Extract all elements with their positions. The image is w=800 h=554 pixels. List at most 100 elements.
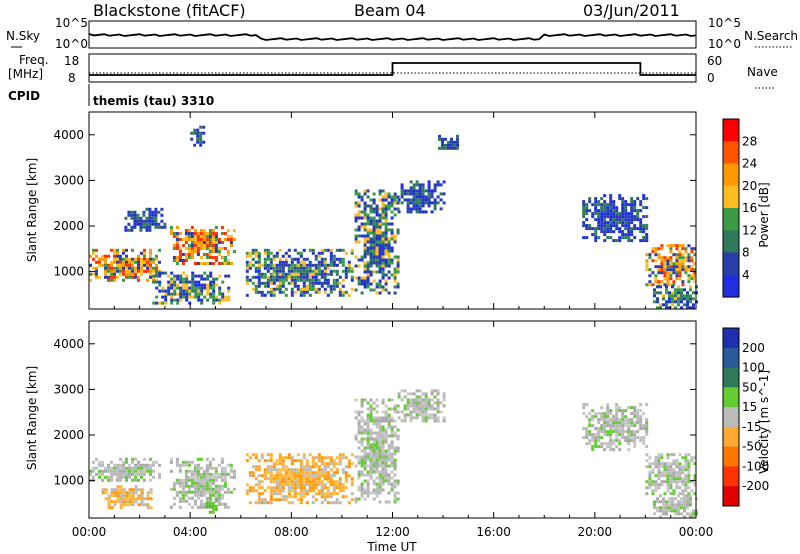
power-echo-cell <box>154 219 158 223</box>
power-echo-cell <box>104 254 107 258</box>
velocity-echo-cell <box>390 482 394 486</box>
velocity-echo-cell <box>329 495 333 499</box>
velocity-echo-cell <box>134 500 138 504</box>
velocity-echo-cell <box>390 458 394 462</box>
velocity-echo-cell <box>217 484 221 488</box>
velocity-echo-cell <box>199 493 203 497</box>
power-echo-cell <box>232 229 236 232</box>
power-echo-cell <box>142 222 146 226</box>
power-echo-cell <box>266 257 270 261</box>
power-echo-cell <box>433 207 437 211</box>
power-echo-cell <box>137 278 140 282</box>
power-echo-cell <box>149 257 152 261</box>
power-echo-cell <box>381 261 385 265</box>
velocity-echo-cell <box>187 475 191 479</box>
power-echo-cell <box>591 212 595 216</box>
velocity-echo-cell <box>615 403 619 407</box>
power-echo-cell <box>366 222 370 226</box>
power-echo-cell <box>245 260 249 264</box>
time-tick-label: 08:00 <box>274 525 309 539</box>
power-echo-cell <box>651 283 655 287</box>
power-echo-cell <box>311 251 315 255</box>
velocity-echo-cell <box>260 480 264 484</box>
velocity-echo-cell <box>612 424 616 428</box>
velocity-echo-cell <box>390 431 394 435</box>
velocity-echo-cell <box>369 464 373 468</box>
noise-sky-line <box>88 33 697 41</box>
velocity-echo-cell <box>393 458 397 462</box>
power-colorbar-label: Power [dB] <box>757 182 771 247</box>
velocity-echo-cell <box>146 506 150 510</box>
velocity-echo-cell <box>363 431 367 435</box>
velocity-echo-cell <box>131 469 134 473</box>
power-echo-cell <box>363 246 367 250</box>
power-echo-cell <box>384 225 388 229</box>
velocity-echo-cell <box>196 466 200 470</box>
power-echo-cell <box>671 303 674 307</box>
velocity-echo-cell <box>196 469 200 473</box>
power-echo-cell <box>194 292 198 296</box>
velocity-echo-cell <box>621 415 625 419</box>
power-echo-cell <box>381 273 385 277</box>
power-echo-cell <box>591 227 595 231</box>
velocity-echo-cell <box>393 467 397 471</box>
power-echo-cell <box>369 246 373 250</box>
velocity-echo-cell <box>424 395 428 399</box>
power-echo-cell <box>582 203 586 207</box>
velocity-echo-cell <box>357 488 361 492</box>
power-echo-cell <box>363 192 367 196</box>
power-echo-cell <box>363 216 367 220</box>
power-echo-cell <box>350 275 354 279</box>
power-echo-cell <box>293 269 297 273</box>
velocity-echo-cell <box>378 470 382 474</box>
velocity-echo-cell <box>332 471 336 475</box>
power-echo-cell <box>415 210 419 214</box>
power-echo-cell <box>354 204 358 208</box>
power-echo-cell <box>690 250 694 254</box>
velocity-echo-cell <box>208 487 212 491</box>
power-echo-cell <box>248 251 252 255</box>
velocity-echo-cell <box>406 413 410 417</box>
velocity-echo-cell <box>375 464 379 468</box>
velocity-echo-cell <box>690 459 694 463</box>
velocity-echo-cell <box>591 424 595 428</box>
power-echo-cell <box>293 284 297 288</box>
power-echo-cell <box>354 213 358 217</box>
velocity-echo-cell <box>390 455 394 459</box>
velocity-echo-cell <box>332 465 336 469</box>
time-tick-label: 20:00 <box>578 525 613 539</box>
power-echo-cell <box>181 244 185 247</box>
power-echo-cell <box>384 213 388 217</box>
velocity-echo-cell <box>89 469 92 473</box>
power-echo-cell <box>400 195 404 199</box>
velocity-echo-cell <box>260 456 264 460</box>
velocity-echo-cell <box>143 478 146 482</box>
velocity-echo-cell <box>199 457 203 461</box>
velocity-echo-cell <box>606 412 610 416</box>
velocity-echo-cell <box>134 463 137 467</box>
velocity-echo-cell <box>278 471 282 475</box>
power-echo-cell <box>323 260 327 264</box>
power-echo-cell <box>332 263 336 267</box>
power-echo-cell <box>645 206 649 210</box>
power-echo-cell <box>633 218 637 222</box>
velocity-echo-cells <box>89 389 698 519</box>
power-echo-cell <box>427 201 431 205</box>
power-echo-cell <box>442 192 446 196</box>
velocity-colorbar-tick: -15 <box>742 420 762 434</box>
power-echo-cell <box>116 275 119 279</box>
velocity-echo-cell <box>360 464 364 468</box>
power-echo-cell <box>624 203 628 207</box>
velocity-echo-cell <box>317 459 321 463</box>
velocity-echo-cell <box>672 480 676 484</box>
power-echo-cell <box>182 292 186 296</box>
power-echo-cell <box>360 282 364 286</box>
velocity-echo-cell <box>657 456 661 460</box>
velocity-echo-cell <box>430 404 434 408</box>
power-echo-cell <box>199 244 203 247</box>
velocity-echo-cell <box>193 502 197 506</box>
velocity-echo-cell <box>311 486 315 490</box>
velocity-echo-cell <box>134 497 138 501</box>
power-echo-cell <box>588 197 592 201</box>
velocity-echo-cell <box>606 430 610 434</box>
